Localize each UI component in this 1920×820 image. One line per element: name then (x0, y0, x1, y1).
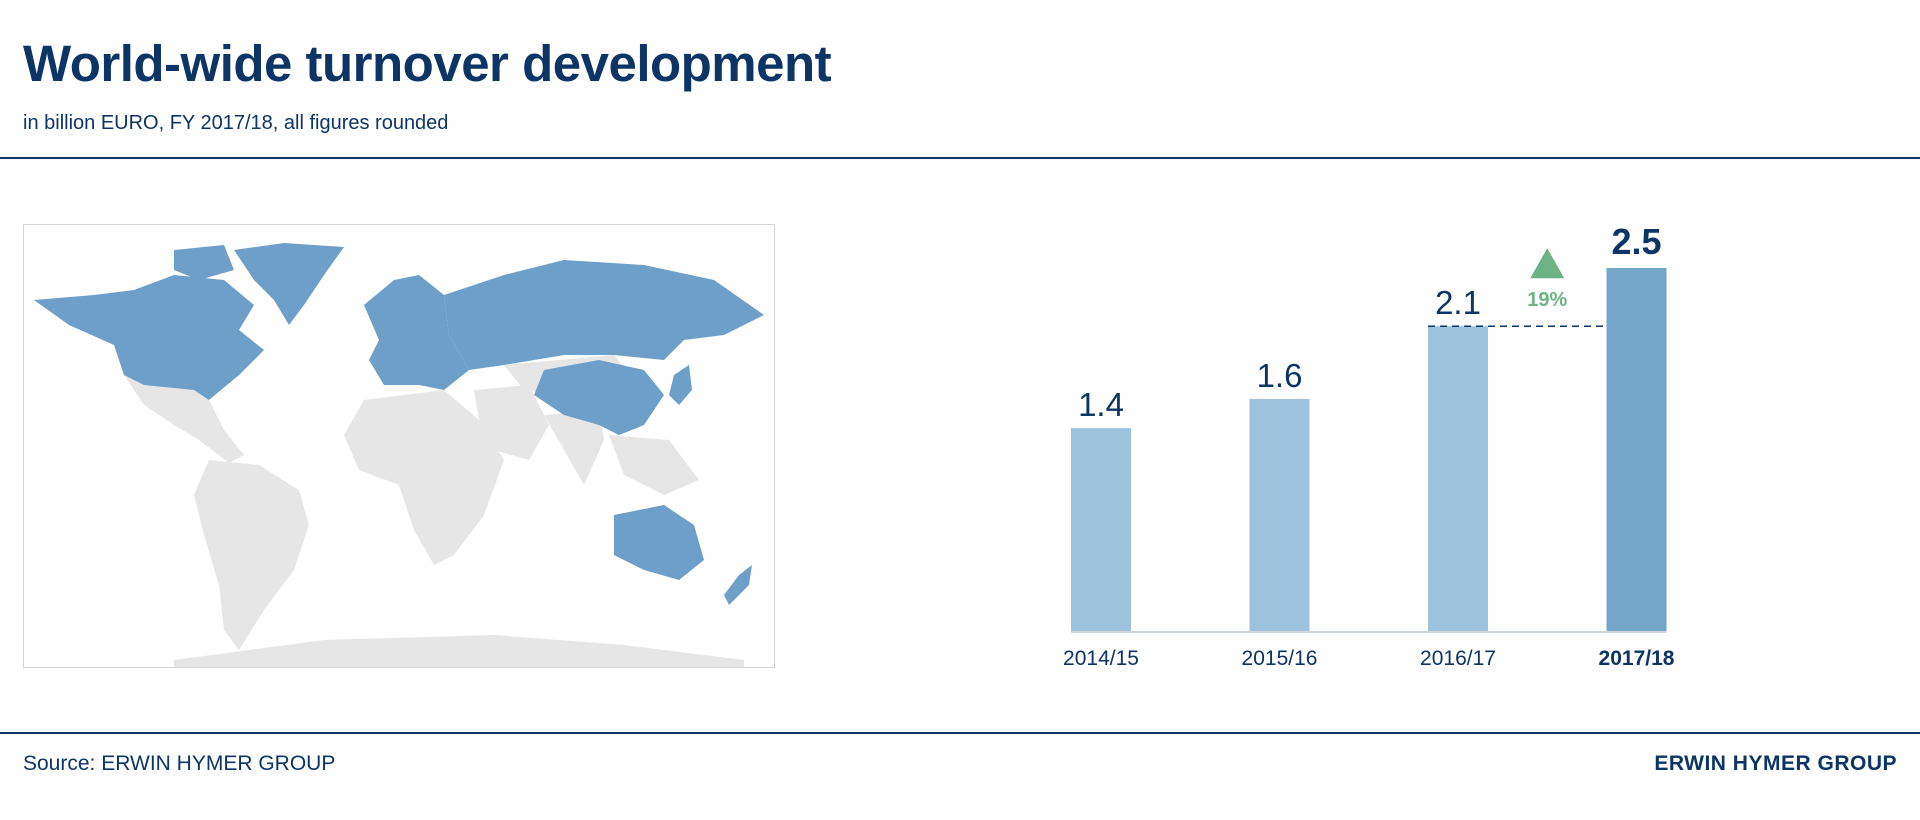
chart-canvas: 1.4 2014/15 1.6 2015/16 2.1 2016/17 2.5 2017/18… (1063, 221, 1675, 670)
bar-2017/18 (1606, 268, 1667, 632)
map-north-america (34, 275, 264, 400)
map-australia (614, 505, 704, 580)
world-map (23, 224, 775, 668)
brand-logo: ERWIN HYMER GROUP (1654, 752, 1897, 775)
map-china (534, 360, 664, 435)
map-mexico-central-america (124, 373, 244, 463)
map-southeast-asia (609, 435, 699, 495)
growth-percent-label: 19% (1527, 289, 1567, 311)
map-middle-east (474, 385, 549, 460)
map-greenland (234, 243, 344, 325)
map-canada-islands (174, 245, 234, 280)
category-label-2017/18: 2017/18 (1599, 647, 1675, 670)
page-title: World-wide turnover development (23, 35, 832, 92)
map-europe (364, 275, 469, 390)
world-map-graphic (34, 243, 764, 667)
turnover-bar-chart: 1.4 2014/15 1.6 2015/16 2.1 2016/17 2.5 2017/18… (1000, 190, 1760, 690)
category-label-2016/17: 2016/17 (1420, 647, 1496, 670)
category-label-2015/16: 2015/16 (1242, 647, 1318, 670)
growth-arrow-icon (1530, 248, 1565, 279)
map-new-zealand (724, 565, 752, 605)
page-subtitle: in billion EURO, FY 2017/18, all figures… (23, 112, 449, 134)
map-russia (444, 260, 764, 370)
value-label-2014/15: 1.4 (1078, 386, 1124, 423)
header-divider (0, 157, 1920, 159)
bar-2015/16 (1249, 399, 1310, 632)
map-india (544, 410, 604, 485)
map-africa (344, 390, 504, 565)
map-japan (669, 365, 692, 405)
bar-2014/15 (1071, 428, 1131, 632)
map-south-america (194, 460, 309, 650)
category-label-2014/15: 2014/15 (1063, 647, 1139, 670)
value-label-2016/17: 2.1 (1435, 284, 1481, 321)
bar-2016/17 (1428, 326, 1488, 632)
map-antarctica (174, 635, 744, 667)
value-label-2015/16: 1.6 (1257, 357, 1303, 394)
map-highlighted-regions (34, 243, 764, 605)
footer-divider (0, 732, 1920, 734)
value-label-2017/18: 2.5 (1611, 221, 1661, 262)
source-note: Source: ERWIN HYMER GROUP (23, 752, 336, 775)
